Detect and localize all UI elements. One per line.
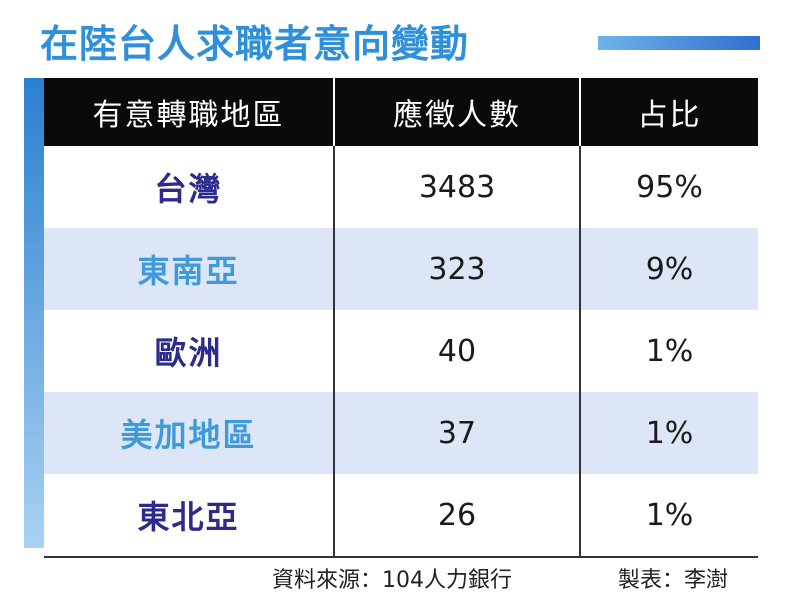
column-header-region: 有意轉職地區 xyxy=(44,78,334,146)
region-cell: 台灣 xyxy=(44,146,334,228)
table-row: 美加地區 37 1% xyxy=(44,392,758,474)
left-accent-bar xyxy=(24,78,44,548)
table-row: 歐洲 40 1% xyxy=(44,310,758,392)
count-cell: 323 xyxy=(333,228,580,310)
count-cell: 37 xyxy=(333,392,580,474)
share-cell: 1% xyxy=(579,474,758,558)
region-cell: 東南亞 xyxy=(44,228,334,310)
share-cell: 1% xyxy=(579,310,758,392)
table-row: 台灣 3483 95% xyxy=(44,146,758,228)
chart-title: 在陸台人求職者意向變動 xyxy=(40,22,470,66)
table-row: 東南亞 323 9% xyxy=(44,228,758,310)
count-cell: 3483 xyxy=(333,146,580,228)
table-header-row: 有意轉職地區 應徵人數 占比 xyxy=(44,78,758,146)
region-cell: 東北亞 xyxy=(44,474,334,558)
share-cell: 9% xyxy=(579,228,758,310)
table-row: 東北亞 26 1% xyxy=(44,474,758,558)
data-table: 有意轉職地區 應徵人數 占比 台灣 3483 95% 東南亞 323 9% 歐洲… xyxy=(44,78,758,558)
region-cell: 歐洲 xyxy=(44,310,334,392)
count-cell: 40 xyxy=(333,310,580,392)
region-cell: 美加地區 xyxy=(44,392,334,474)
share-cell: 95% xyxy=(579,146,758,228)
count-cell: 26 xyxy=(333,474,580,558)
title-decoration-bar xyxy=(598,36,760,50)
column-header-share: 占比 xyxy=(579,78,758,146)
data-table-container: 有意轉職地區 應徵人數 占比 台灣 3483 95% 東南亞 323 9% 歐洲… xyxy=(44,78,758,558)
column-header-count: 應徵人數 xyxy=(333,78,580,146)
data-source-note: 資料來源：104人力銀行 xyxy=(272,568,512,593)
credit-note: 製表：李澍 xyxy=(618,568,729,593)
share-cell: 1% xyxy=(579,392,758,474)
